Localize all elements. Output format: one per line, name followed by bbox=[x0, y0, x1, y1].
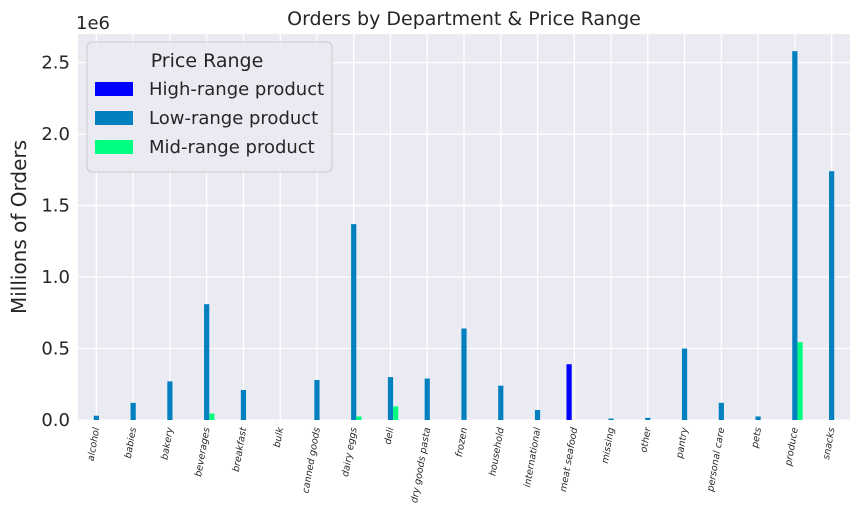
bar bbox=[534, 409, 541, 420]
legend-label: Low-range product bbox=[149, 108, 318, 129]
bar bbox=[204, 304, 210, 420]
x-tick-label: produce bbox=[783, 426, 801, 467]
bar bbox=[387, 377, 394, 420]
legend-box bbox=[86, 41, 333, 173]
x-tick-label: babies bbox=[123, 427, 139, 460]
x-tick-label: international bbox=[522, 426, 543, 488]
bar bbox=[356, 416, 362, 420]
x-tick-label: beverages bbox=[193, 427, 213, 478]
bar bbox=[608, 418, 614, 420]
legend: Price Range High-range product Low-range p… bbox=[86, 41, 333, 173]
x-tick-label: breakfast bbox=[231, 425, 250, 472]
chart-title: Orders by Department & Price Range bbox=[287, 8, 641, 30]
x-tick-label: missing bbox=[600, 427, 617, 465]
bar bbox=[424, 378, 430, 420]
x-axis-ticks: alcohol babies bakery beverages breakfast bul… bbox=[86, 425, 838, 504]
bar bbox=[461, 328, 467, 420]
x-tick-label: pantry bbox=[674, 426, 690, 460]
y-offset-text: 1e6 bbox=[76, 13, 110, 34]
legend-swatch bbox=[95, 140, 133, 154]
bar bbox=[93, 415, 99, 420]
bar bbox=[645, 417, 651, 420]
bar bbox=[314, 379, 320, 420]
y-tick-label: 0.5 bbox=[41, 339, 70, 360]
x-tick-label: household bbox=[487, 426, 507, 477]
bar bbox=[681, 348, 688, 420]
x-tick-label: bakery bbox=[159, 426, 176, 461]
legend-swatch bbox=[95, 111, 133, 125]
legend-swatch bbox=[95, 82, 133, 96]
bar bbox=[829, 171, 835, 420]
bar bbox=[566, 364, 572, 420]
x-tick-label: alcohol bbox=[86, 426, 103, 462]
bars bbox=[93, 51, 835, 421]
x-tick-label: other bbox=[639, 426, 654, 454]
bar bbox=[718, 402, 724, 420]
y-tick-label: 2.0 bbox=[41, 124, 70, 145]
bar bbox=[240, 389, 247, 420]
bar bbox=[351, 224, 357, 420]
y-axis-label: Millions of Orders bbox=[7, 140, 31, 314]
y-tick-label: 1.0 bbox=[41, 267, 70, 288]
bar bbox=[792, 51, 798, 421]
bar bbox=[393, 406, 399, 420]
x-tick-label: canned goods bbox=[301, 427, 323, 495]
x-tick-label: dry goods pasta bbox=[409, 426, 433, 504]
y-tick-label: 1.5 bbox=[41, 196, 70, 217]
legend-label: Mid-range product bbox=[149, 137, 315, 158]
x-tick-label: deli bbox=[383, 426, 397, 445]
x-tick-label: personal care bbox=[705, 426, 727, 493]
x-tick-label: bulk bbox=[272, 426, 286, 448]
bar bbox=[755, 416, 761, 420]
x-tick-label: dairy eggs bbox=[340, 427, 360, 478]
legend-title: Price Range bbox=[151, 50, 264, 72]
bar bbox=[167, 381, 173, 420]
bar bbox=[130, 402, 136, 420]
legend-label: High-range product bbox=[149, 79, 324, 100]
y-axis-ticks: 0.0 0.5 1.0 1.5 2.0 2.5 bbox=[41, 53, 70, 431]
x-tick-label: meat seafood bbox=[558, 426, 580, 493]
x-tick-label: snacks bbox=[821, 427, 837, 461]
bar bbox=[498, 385, 504, 420]
x-tick-label: pets bbox=[749, 427, 764, 450]
y-tick-label: 0.0 bbox=[41, 410, 70, 431]
bar bbox=[797, 342, 803, 420]
x-tick-label: frozen bbox=[454, 427, 470, 458]
bar bbox=[209, 413, 215, 420]
y-tick-label: 2.5 bbox=[41, 53, 70, 74]
